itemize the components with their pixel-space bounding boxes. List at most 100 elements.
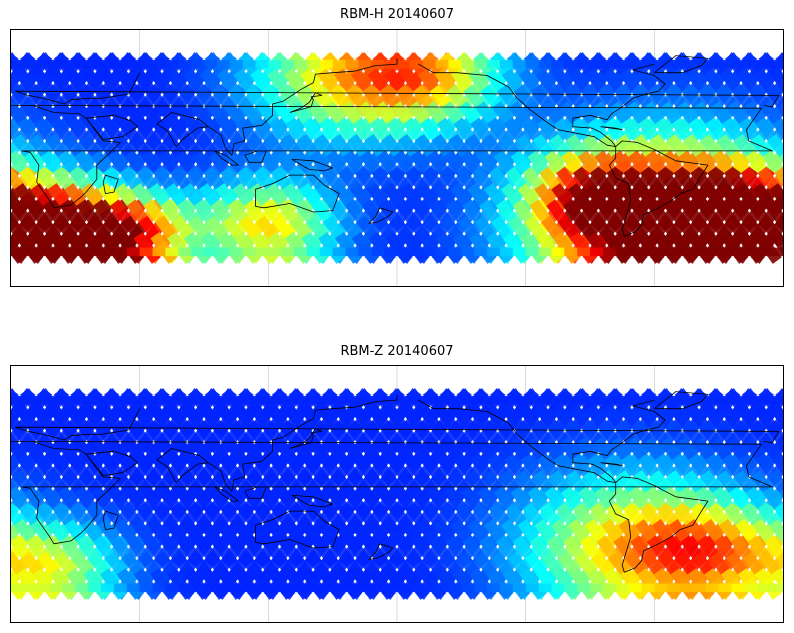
swath-segment (769, 183, 783, 209)
north-cap-cell (692, 395, 707, 405)
swath-map-rbm-z (11, 366, 783, 622)
south-cap-cell (590, 583, 604, 593)
north-cap-cell (126, 59, 141, 69)
south-cap-cell (178, 247, 192, 257)
north-cap-cell (23, 395, 38, 405)
south-cap-cell (448, 247, 462, 257)
swath-segment (767, 469, 783, 499)
south-cap-cell (268, 247, 282, 257)
south-cap-cell (36, 247, 51, 257)
coastline (368, 207, 394, 224)
south-cap-cell (499, 583, 514, 593)
south-cap-cell (23, 583, 38, 593)
north-cap-cell (216, 395, 231, 405)
south-cap-cell (564, 583, 578, 593)
south-cap-cell (75, 247, 89, 257)
north-cap-cell (692, 59, 707, 69)
swath-segment (769, 519, 783, 545)
south-cap-cell (422, 583, 437, 593)
south-cap-cell (512, 247, 527, 257)
north-cap-cell (409, 59, 424, 69)
coastlines (11, 55, 780, 237)
south-cap-cell (345, 583, 359, 593)
north-cap-cell (216, 59, 231, 69)
north-cap-cell (268, 395, 282, 405)
south-cap-cell (692, 583, 707, 593)
south-cap-cell (165, 247, 179, 257)
coastline (244, 486, 267, 499)
north-cap-cell (461, 59, 475, 69)
south-cap-cell (152, 247, 166, 257)
coastline (291, 159, 334, 172)
south-cap-cell (319, 583, 334, 593)
coastline (14, 408, 780, 444)
north-cap-cell (281, 395, 295, 405)
north-cap-cell (602, 59, 617, 69)
north-cap-cell (590, 59, 604, 69)
coastline (85, 450, 138, 476)
south-cap-cell (358, 247, 372, 257)
south-cap-cell (36, 583, 51, 593)
south-cap-cell (692, 247, 707, 257)
south-cap-cell (306, 247, 321, 257)
north-cap-cell (474, 395, 488, 405)
coastline (214, 486, 239, 502)
south-cap-cell (88, 583, 102, 593)
north-cap-cell (397, 395, 411, 405)
south-cap-cell (191, 583, 205, 593)
south-cap-cell (474, 583, 488, 593)
north-cap-cell (36, 395, 51, 405)
south-cap-cell (11, 583, 25, 593)
north-cap-cell (229, 59, 244, 69)
north-cap-cell (113, 395, 128, 405)
coastline (102, 510, 119, 531)
coastline (156, 112, 209, 147)
south-cap-cell (242, 583, 256, 593)
south-cap-cell (474, 247, 488, 257)
south-cap-cell (499, 247, 514, 257)
north-cap-cell (306, 59, 321, 69)
south-cap-cell (358, 583, 372, 593)
south-cap-cell (680, 247, 694, 257)
south-cap-cell (384, 247, 398, 257)
south-cap-cell (705, 247, 720, 257)
south-cap-cell (204, 583, 218, 593)
south-cap-cell (538, 583, 552, 593)
coastline (208, 58, 398, 156)
south-cap-cell (731, 583, 745, 593)
coastline (654, 391, 709, 410)
north-cap-cell (294, 59, 308, 69)
south-cap-cell (615, 247, 630, 257)
north-cap-cell (602, 395, 617, 405)
south-cap-cell (204, 247, 218, 257)
north-cap-cell (152, 395, 166, 405)
coastline (14, 72, 780, 108)
north-cap-cell (731, 59, 745, 69)
north-cap-cell (126, 395, 141, 405)
south-cap-cell (371, 247, 385, 257)
north-cap-cell (88, 59, 102, 69)
north-cap-cell (345, 395, 359, 405)
south-cap-cell (461, 583, 475, 593)
north-cap-cell (165, 59, 179, 69)
north-cap-cell (667, 395, 681, 405)
north-cap-cell (744, 59, 758, 69)
south-cap-cell (139, 583, 154, 593)
north-cap-cell (564, 59, 578, 69)
swath-segment (774, 502, 783, 522)
south-cap-cell (435, 247, 449, 257)
coastline (600, 462, 623, 466)
south-cap-cell (62, 247, 76, 257)
panel-title-rbm-h: RBM-H 20140607 (340, 7, 454, 22)
south-cap-cell (757, 247, 771, 257)
map-panel-rbm-h (10, 29, 784, 287)
south-cap-cell (409, 247, 424, 257)
swath-map-rbm-h (11, 30, 783, 286)
north-cap-cell (49, 59, 63, 69)
south-cap-cell (165, 583, 179, 593)
north-cap-cell (101, 395, 115, 405)
north-cap-cell (255, 59, 269, 69)
north-cap-cell (204, 395, 218, 405)
south-cap-cell (371, 583, 385, 593)
north-cap-cell (654, 59, 668, 69)
